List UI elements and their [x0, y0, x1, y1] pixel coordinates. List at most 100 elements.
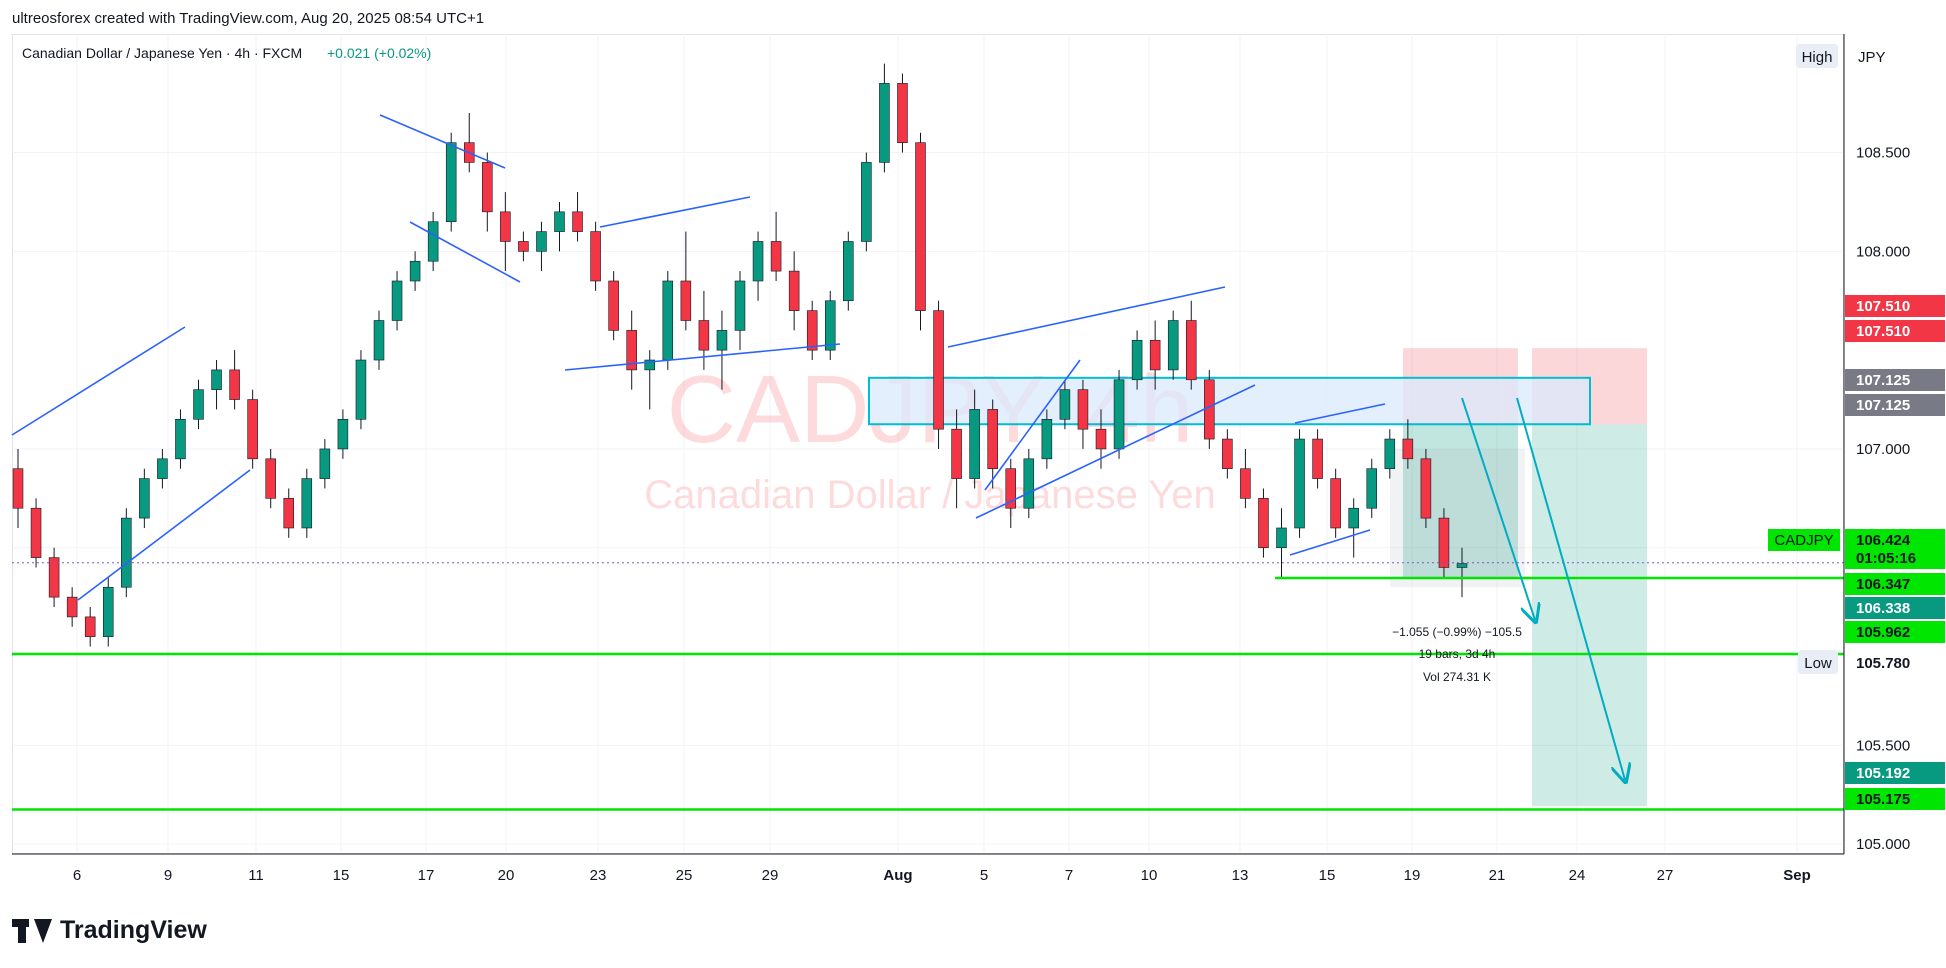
y-tick-label: 105.000 [1856, 836, 1910, 853]
candle-body [30, 507, 42, 558]
x-tick-label: 6 [73, 867, 81, 884]
price-label-box [1845, 762, 1945, 784]
chart-credit: ultreosforex created with TradingView.co… [12, 10, 485, 27]
price-label-text: 107.510 [1856, 298, 1910, 315]
candle-body [933, 310, 944, 430]
candle-body [770, 241, 782, 272]
candle-body [554, 211, 565, 232]
x-tick-label: 11 [248, 867, 264, 884]
candle-body [572, 211, 583, 232]
currency-label[interactable]: JPY [1858, 49, 1886, 66]
time-axis: 6 9 11 15 17 20 23 25 29 Aug 5 7 10 13 15 19 21 24 27 Sep [12, 853, 1844, 884]
candle-body [229, 369, 240, 400]
candle-body [1240, 468, 1251, 499]
price-label-box [1845, 529, 1945, 551]
trend-line [947, 286, 1226, 348]
trend-line [564, 343, 841, 371]
candle-body [373, 320, 385, 361]
candle-body [788, 270, 800, 311]
candle-body [1041, 419, 1053, 460]
price-label-box [1845, 621, 1945, 643]
price-label-box [1845, 788, 1945, 810]
legend-change: +0.021 (+0.02%) [327, 45, 431, 61]
y-tick-label: 105.500 [1856, 737, 1910, 754]
price-label-box [1845, 394, 1945, 416]
candle-body [445, 142, 457, 223]
candle-body [48, 557, 60, 598]
candle-body [265, 458, 276, 499]
x-tick-label: 19 [1404, 867, 1421, 884]
y-tick-label: 108.000 [1856, 243, 1910, 260]
candle-body [1330, 478, 1341, 529]
x-tick-label: 15 [1319, 867, 1336, 884]
price-label-box [1845, 597, 1945, 619]
candle-body [157, 458, 168, 479]
high-button[interactable]: High [1796, 44, 1838, 68]
price-label-box [1845, 320, 1945, 342]
candle-body [626, 330, 637, 371]
candle-body [482, 162, 493, 213]
x-tick-label: 9 [164, 867, 172, 884]
trend-line [77, 469, 251, 601]
candle-body [1185, 320, 1197, 381]
candle-body [644, 359, 656, 371]
candle-body [897, 83, 908, 143]
price-label-text: 105.175 [1856, 791, 1910, 808]
drawings-layer [11, 114, 1844, 811]
low-button[interactable]: Low [1798, 650, 1838, 674]
candle-body [427, 221, 439, 262]
candle-body [1059, 389, 1071, 420]
price-label-box [1845, 547, 1945, 569]
candle-body [662, 280, 674, 361]
candle-body [1402, 438, 1414, 460]
candle-body [211, 369, 222, 390]
price-label-text: 01:05:16 [1856, 550, 1916, 567]
candle-body [1077, 389, 1089, 430]
x-tick-label: 25 [676, 867, 693, 884]
watermark-name: Canadian Dollar / Japanese Yen [644, 473, 1216, 517]
measure-line1: −1.055 (−0.99%) −105.5 [1392, 625, 1522, 639]
brand-name: TradingView [60, 916, 207, 944]
candle-body [355, 359, 367, 420]
candle-body [391, 280, 403, 321]
candle-body [84, 616, 96, 637]
trend-line [409, 221, 521, 283]
candle-body [301, 478, 313, 529]
candle-body [409, 260, 421, 282]
candle-body [698, 320, 710, 351]
symbol-tag-box [1768, 529, 1840, 551]
trend-line [379, 114, 506, 169]
candle-body [915, 142, 926, 311]
tradingview-logo[interactable]: TradingView [12, 916, 207, 945]
price-label-box [1845, 369, 1945, 391]
candle-body [1294, 438, 1305, 529]
measure-line2: 19 bars, 3d 4h [1419, 647, 1496, 661]
candle-body [337, 419, 349, 450]
x-tick-label: 10 [1141, 867, 1158, 884]
candle-body [1149, 339, 1161, 371]
symbol-tag-text: CADJPY [1774, 532, 1833, 549]
price-label-text: 105.192 [1856, 765, 1910, 782]
candle-body [752, 241, 764, 282]
candle-body [987, 409, 998, 469]
legend-title: Canadian Dollar / Japanese Yen · 4h · FX… [22, 45, 302, 61]
candle-body [247, 399, 258, 460]
price-label-box [1845, 652, 1945, 674]
trend-line [599, 196, 751, 228]
candle-body [1420, 458, 1432, 519]
x-tick-label: Aug [883, 867, 912, 884]
x-tick-label: 5 [980, 867, 988, 884]
candle-body [824, 300, 836, 351]
x-tick-label: 24 [1569, 867, 1586, 884]
y-tick-label: 108.500 [1856, 145, 1910, 162]
price-label-text: 106.347 [1856, 576, 1910, 593]
candle-body [66, 596, 78, 618]
candle-body [1276, 527, 1287, 549]
x-tick-label: 13 [1232, 867, 1249, 884]
candle-body [1384, 438, 1396, 469]
candle-body [500, 211, 511, 242]
candle-body [193, 389, 204, 420]
candle-body [1095, 428, 1107, 450]
candle-body [1005, 468, 1017, 509]
